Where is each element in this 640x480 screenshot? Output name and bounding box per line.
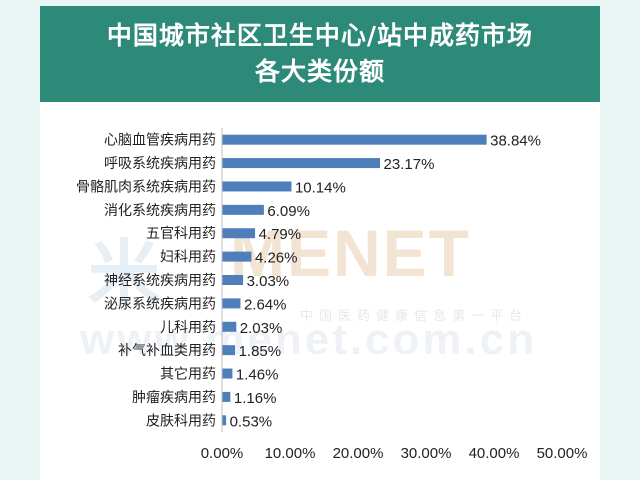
data-label: 4.79% — [259, 226, 302, 243]
x-tick-label: 10.00% — [265, 445, 316, 462]
x-tick-label: 50.00% — [537, 445, 588, 462]
x-tick-label: 0.00% — [201, 445, 244, 462]
category-label: 皮肤科用药 — [146, 413, 216, 429]
data-label: 10.14% — [295, 179, 346, 196]
category-label: 神经系统疾病用药 — [104, 273, 216, 289]
bar — [222, 251, 252, 262]
category-label: 五官科用药 — [146, 226, 216, 242]
bar — [222, 345, 236, 356]
data-label: 38.84% — [490, 133, 541, 150]
data-label: 1.85% — [239, 343, 282, 360]
x-tick-label: 40.00% — [469, 445, 520, 462]
data-label: 1.16% — [234, 390, 277, 407]
data-label: 1.46% — [236, 367, 279, 384]
data-label: 23.17% — [384, 156, 435, 173]
category-label: 妇科用药 — [160, 249, 216, 266]
data-label: 3.03% — [247, 273, 290, 290]
bar — [222, 298, 241, 309]
category-label: 呼吸系统疾病用药 — [104, 156, 216, 172]
category-label: 补气补血类用药 — [118, 343, 216, 359]
category-label: 儿科用药 — [160, 320, 216, 336]
data-label: 0.53% — [230, 413, 273, 430]
chart-title-line2: 各大类份额 — [254, 57, 385, 86]
data-label: 2.03% — [240, 320, 283, 337]
bar — [222, 391, 231, 402]
category-label: 泌尿系统疾病用药 — [104, 296, 216, 312]
data-label: 6.09% — [267, 203, 310, 220]
bar — [222, 181, 292, 192]
bar — [222, 134, 487, 145]
data-label: 2.64% — [244, 296, 287, 313]
title-banner: 中国城市社区卫生中心/站中成药市场 各大类份额 — [40, 6, 600, 102]
category-label: 心脑血管疾病用药 — [104, 133, 216, 149]
bar — [222, 368, 233, 379]
bar — [222, 321, 237, 332]
x-tick-label: 20.00% — [333, 445, 384, 462]
chart-title-line1: 中国城市社区卫生中心/站中成药市场 — [106, 21, 534, 50]
bar — [222, 204, 264, 215]
category-label: 骨骼肌肉系统疾病用药 — [76, 179, 216, 195]
category-label: 消化系统疾病用药 — [104, 203, 216, 219]
bar — [222, 275, 244, 285]
x-tick-label: 30.00% — [401, 445, 452, 462]
category-label: 肿瘤疾病用药 — [132, 389, 216, 406]
bar — [222, 228, 256, 239]
category-label: 其它用药 — [160, 366, 216, 383]
bar — [222, 158, 381, 169]
bar — [222, 415, 227, 426]
data-label: 4.26% — [255, 250, 298, 267]
